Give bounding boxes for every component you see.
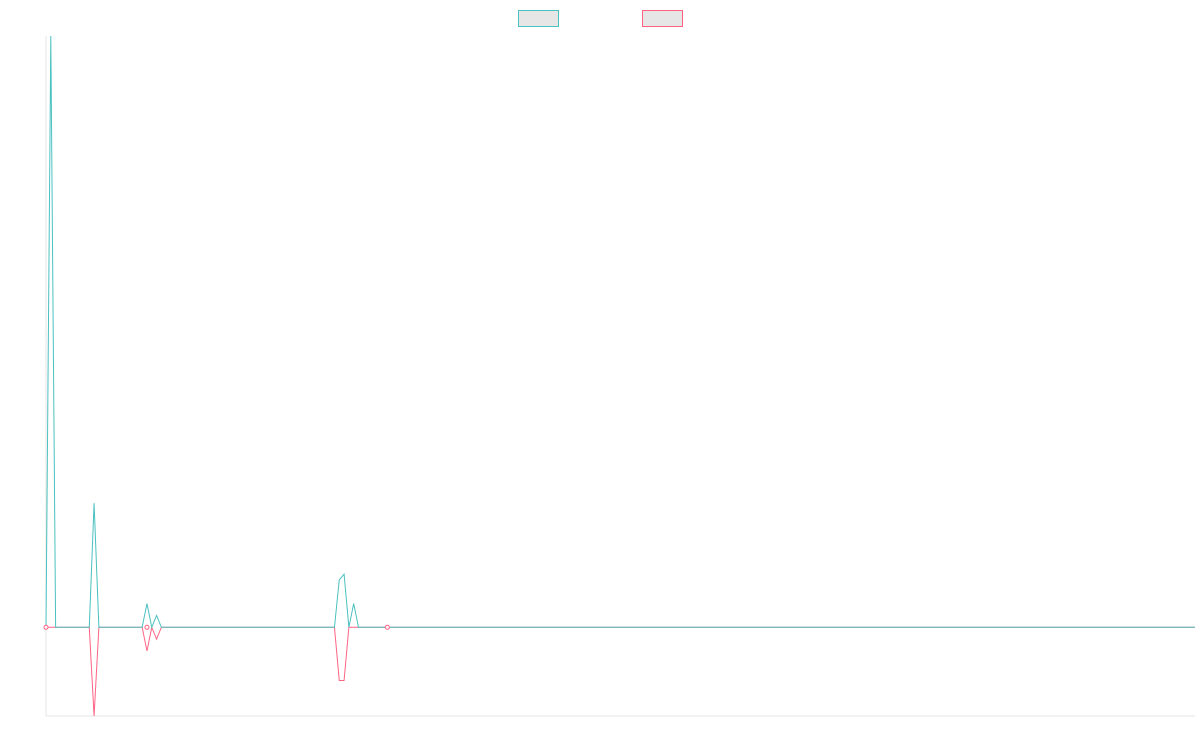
- plot-area: [43, 35, 1195, 717]
- data-point-2[interactable]: [144, 624, 150, 630]
- chart-legend: [518, 10, 683, 27]
- chart-axes: [45, 36, 1195, 717]
- series-line-2: [46, 625, 1195, 717]
- legend-swatch-2[interactable]: [642, 10, 683, 27]
- series-line-1: [45, 35, 1195, 630]
- data-point-1[interactable]: [43, 624, 49, 630]
- data-point-3[interactable]: [384, 624, 390, 630]
- legend-swatch-1[interactable]: [518, 10, 559, 27]
